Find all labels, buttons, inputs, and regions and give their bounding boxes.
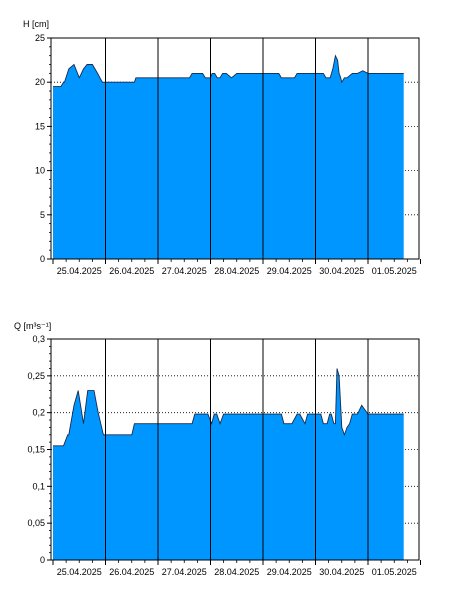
y-tick-label: 0,3 [32, 334, 45, 344]
y-axis-title: H [cm] [23, 19, 49, 29]
y-tick-label: 0 [40, 254, 45, 264]
y-tick-label: 25 [35, 33, 45, 43]
x-tick-label: 01.05.2025 [372, 266, 417, 276]
plot-frame [50, 37, 420, 260]
y-tick-label: 0,1 [32, 481, 45, 491]
x-tick-label: 29.04.2025 [267, 567, 312, 577]
y-tick-label: 20 [35, 77, 45, 87]
y-axis-ticks: 0 5 10 15 20 25 [35, 33, 51, 264]
x-tick-label: 28.04.2025 [214, 266, 259, 276]
y-tick-label: 15 [35, 121, 45, 131]
x-tick-label: 30.04.2025 [319, 567, 364, 577]
y-tick-label: 0,15 [27, 445, 45, 455]
x-tick-label: 29.04.2025 [267, 266, 312, 276]
water-level-chart: 0 5 10 15 20 25 25.04.2025 26.04.2025 27.04.202… [23, 19, 421, 276]
y-tick-label: 0,05 [27, 518, 45, 528]
discharge-area [53, 368, 404, 560]
x-tick-label: 26.04.2025 [109, 567, 154, 577]
x-tick-label: 25.04.2025 [57, 567, 102, 577]
y-tick-label: 5 [40, 210, 45, 220]
y-tick-label: 0,25 [27, 371, 45, 381]
discharge-chart: 0 0,05 0,1 0,15 0,2 0,25 0,3 25.04.2025 26.04.2… [14, 321, 421, 577]
x-tick-label: 25.04.2025 [57, 266, 102, 276]
discharge-line [53, 368, 404, 447]
water-level-line [53, 54, 404, 88]
y-tick-label: 0 [40, 555, 45, 565]
x-tick-label: 28.04.2025 [214, 567, 259, 577]
x-tick-label: 27.04.2025 [162, 266, 207, 276]
x-tick-label: 30.04.2025 [319, 266, 364, 276]
water-level-area [53, 55, 404, 260]
x-tick-label: 27.04.2025 [162, 567, 207, 577]
y-axis-title: Q [m³s⁻¹] [14, 321, 51, 331]
y-tick-label: 10 [35, 166, 45, 176]
x-tick-label: 01.05.2025 [372, 567, 417, 577]
y-axis-ticks: 0 0,05 0,1 0,15 0,2 0,25 0,3 [27, 334, 51, 565]
x-axis-ticks: 25.04.2025 26.04.2025 27.04.2025 28.04.2025… [52, 259, 421, 276]
x-tick-label: 26.04.2025 [109, 266, 154, 276]
x-axis-ticks: 25.04.2025 26.04.2025 27.04.2025 28.04.2025… [52, 560, 421, 577]
y-tick-label: 0,2 [32, 408, 45, 418]
